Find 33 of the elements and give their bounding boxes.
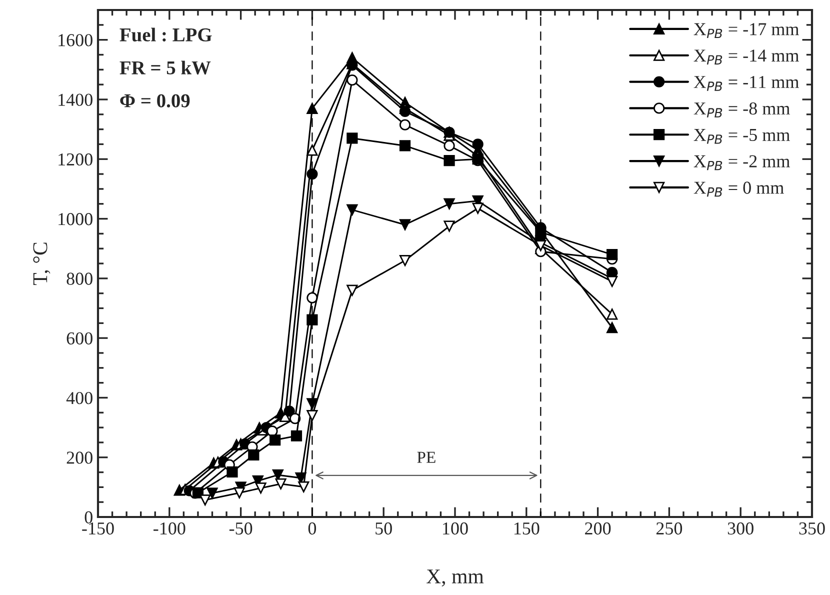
y-tick-label: 1200	[58, 153, 92, 166]
legend-label: X$_{PB}$ = -2 mm	[694, 155, 790, 170]
legend-label: X$_{PB}$ = -14 mm	[694, 50, 799, 64]
x-axis-title: X, mm	[426, 570, 484, 586]
annotation: Φ = 0.09	[120, 94, 190, 108]
y-tick-label: 400	[66, 392, 92, 404]
x-tick-label: -150	[82, 522, 114, 535]
x-tick-label: -50	[229, 522, 252, 535]
y-tick-label: 800	[66, 272, 92, 285]
annotation: PE	[417, 452, 436, 463]
x-tick-label: 350	[799, 522, 825, 535]
y-axis-title: T, °C	[33, 242, 50, 286]
y-tick-label: 600	[66, 332, 92, 344]
legend-label: X$_{PB}$ = -5 mm	[694, 129, 790, 144]
x-tick-label: -100	[154, 522, 186, 535]
y-tick-label: 200	[66, 452, 92, 464]
legend-label: X$_{PB}$ = -17 mm	[694, 23, 799, 38]
legend-label: X$_{PB}$ = -11 mm	[694, 76, 799, 91]
x-tick-label: 50	[376, 522, 392, 535]
x-tick-label: 0	[308, 522, 316, 535]
x-tick-label: 100	[443, 522, 468, 535]
legend-label: X$_{PB}$ = -8 mm	[694, 102, 790, 118]
x-tick-label: 250	[656, 522, 682, 535]
y-tick-label: 1400	[58, 94, 92, 106]
legend-label: X$_{PB}$ = 0 mm	[694, 182, 784, 197]
x-tick-label: 300	[728, 522, 754, 535]
annotation: Fuel : LPG	[120, 28, 212, 42]
y-tick-label: 1600	[58, 34, 92, 46]
y-tick-label: 1000	[58, 213, 92, 226]
x-tick-label: 200	[585, 522, 611, 535]
x-tick-label: 150	[514, 522, 540, 535]
annotation: FR = 5 kW	[120, 60, 211, 74]
y-tick-label: 0	[84, 511, 92, 524]
